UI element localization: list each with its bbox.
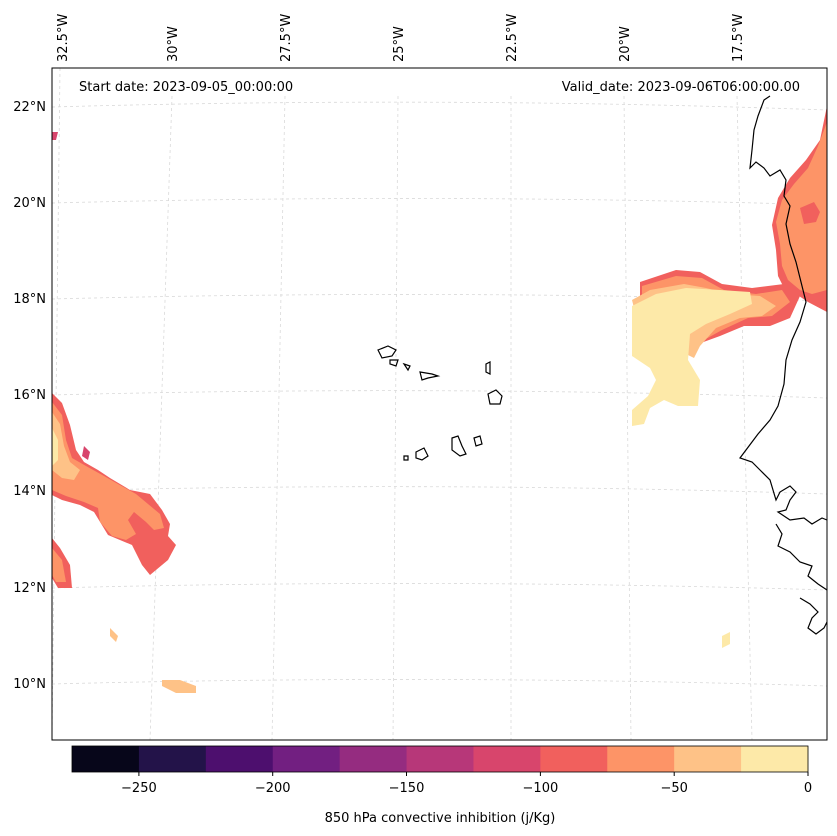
parallel-16n bbox=[51, 390, 828, 399]
colorbar-border bbox=[71, 745, 809, 773]
lat-label-12n: 12°N bbox=[13, 581, 46, 596]
island-maio bbox=[473, 435, 483, 447]
coastline-africa-south bbox=[775, 523, 828, 591]
lon-label-17-5w: 17.5°W bbox=[731, 14, 746, 62]
colorbar-cell bbox=[741, 746, 809, 772]
map-area bbox=[52, 68, 827, 740]
island-fogo bbox=[415, 447, 429, 461]
colorbar-cell bbox=[540, 746, 608, 772]
coastline-guinea bbox=[799, 597, 828, 635]
cin-contour-east-core bbox=[632, 288, 752, 426]
island-santiago bbox=[451, 435, 467, 457]
colorbar-tick-label: −250 bbox=[121, 781, 157, 796]
meridian-25w bbox=[392, 95, 399, 741]
lat-label-22n: 22°N bbox=[13, 100, 46, 115]
colorbar-tick-label: −50 bbox=[660, 781, 687, 796]
island-sao-nicolau bbox=[419, 371, 441, 381]
cin-contour-west-mid bbox=[52, 402, 164, 540]
cin-contour-west-core bbox=[52, 428, 58, 466]
island-sao-vicente bbox=[389, 359, 399, 367]
parallel-20n bbox=[51, 198, 828, 206]
colorbar-cell bbox=[674, 746, 742, 772]
cin-contour-west-pink bbox=[82, 446, 90, 460]
parallel-22n bbox=[51, 101, 828, 111]
map-border bbox=[51, 67, 828, 741]
coastlines bbox=[377, 95, 828, 635]
meridian-27-5w bbox=[271, 95, 286, 741]
colorbar-tick-label: −100 bbox=[523, 781, 559, 796]
colorbar-cell bbox=[72, 746, 140, 772]
island-santa-luzia bbox=[402, 362, 411, 372]
colorbar-cell bbox=[339, 746, 408, 772]
lon-label-25w: 25°W bbox=[392, 26, 407, 62]
lon-label-30w: 30°W bbox=[166, 26, 181, 62]
colorbar-title: 850 hPa convective inhibition (j/Kg) bbox=[325, 811, 556, 826]
colorbar-cell bbox=[473, 746, 541, 772]
island-brava bbox=[403, 455, 409, 461]
cin-contour-west-inner bbox=[52, 412, 80, 480]
colorbar-ticks bbox=[138, 772, 809, 776]
lon-label-32-5w: 32.5°W bbox=[56, 14, 71, 62]
parallel-18n bbox=[51, 294, 828, 302]
cin-contour-west-patch2 bbox=[162, 680, 196, 693]
colorbar-tick-label: −200 bbox=[255, 781, 291, 796]
parallel-14n bbox=[51, 486, 828, 495]
gridlines bbox=[51, 67, 828, 741]
island-boa-vista bbox=[487, 389, 503, 405]
lat-label-16n: 16°N bbox=[13, 388, 46, 403]
colorbar-tick-label: 0 bbox=[804, 781, 812, 796]
colorbar-cell bbox=[272, 746, 341, 772]
lat-label-10n: 10°N bbox=[13, 677, 46, 692]
colorbar-cell bbox=[406, 746, 474, 772]
start-date-label: Start date: 2023-09-05_00:00:00 bbox=[79, 80, 293, 95]
lon-label-20w: 20°W bbox=[618, 26, 633, 62]
cin-field-west bbox=[52, 132, 196, 693]
cin-contour-west-patch1 bbox=[110, 628, 118, 642]
meridian-30w bbox=[149, 95, 173, 741]
colorbar-cell bbox=[607, 746, 675, 772]
lat-label-20n: 20°N bbox=[13, 196, 46, 211]
valid-date-label: Valid_date: 2023-09-06T06:00:00.00 bbox=[562, 80, 800, 95]
lat-label-18n: 18°N bbox=[13, 292, 46, 307]
cin-contour-west-top bbox=[52, 132, 58, 140]
island-sal bbox=[485, 361, 491, 375]
cin-contour-east-patch bbox=[722, 632, 730, 648]
colorbar-cell bbox=[205, 746, 274, 772]
colorbar-cell bbox=[138, 746, 207, 772]
cin-contour-west-south-inner bbox=[52, 548, 66, 582]
island-santo-antao bbox=[377, 345, 397, 359]
lon-label-27-5w: 27.5°W bbox=[279, 14, 294, 62]
meridian-20w bbox=[623, 95, 632, 741]
meridian-17-5w bbox=[736, 95, 753, 741]
cin-field-east bbox=[632, 106, 827, 648]
lon-label-22-5w: 22.5°W bbox=[505, 14, 520, 62]
parallel-12n bbox=[51, 583, 828, 591]
coastline-africa-north bbox=[739, 95, 828, 525]
cin-contour-east-spot bbox=[800, 202, 820, 224]
colorbar bbox=[72, 746, 809, 772]
lat-label-14n: 14°N bbox=[13, 484, 46, 499]
colorbar-tick-label: −150 bbox=[389, 781, 425, 796]
